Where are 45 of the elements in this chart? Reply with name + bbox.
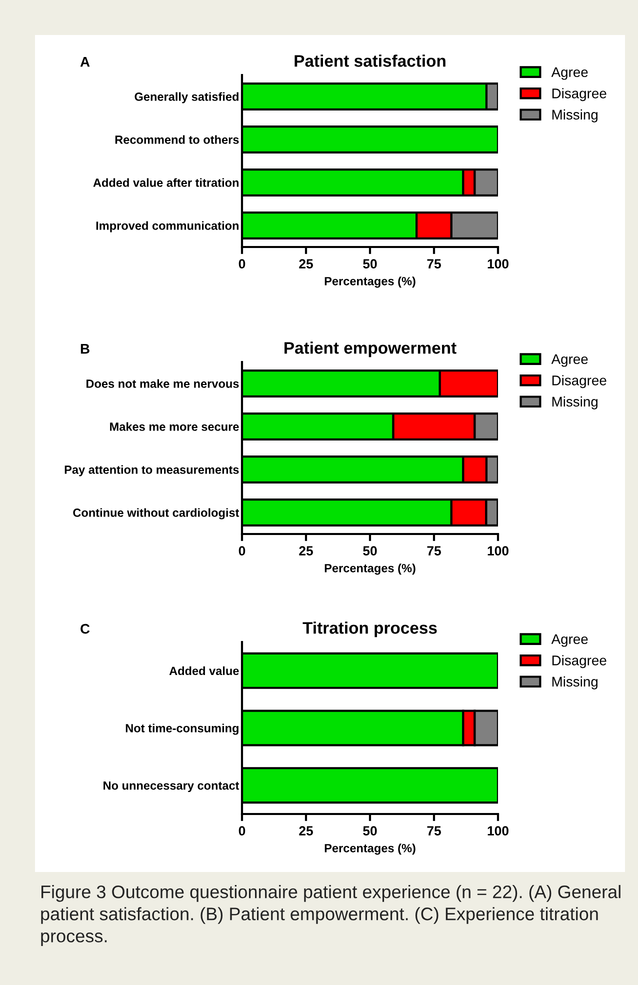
x-axis-title: Percentages (%) bbox=[324, 844, 416, 855]
x-tick-label: 100 bbox=[488, 826, 508, 836]
legend-label: Disagree bbox=[552, 655, 606, 668]
y-tick-label: Not time-consuming bbox=[126, 724, 238, 735]
text: A bbox=[80, 57, 90, 67]
legend-label: Agree bbox=[551, 67, 588, 80]
chart-title: Patient satisfaction bbox=[294, 54, 446, 67]
text: C bbox=[80, 624, 90, 634]
y-tick-label: Recommend to others bbox=[115, 135, 239, 144]
legend-label: Missing bbox=[552, 396, 598, 410]
y-tick-label: Generally satisfied bbox=[134, 92, 238, 104]
legend-label: Agree bbox=[551, 634, 588, 647]
x-tick-label: 75 bbox=[427, 826, 441, 836]
x-tick-label: 25 bbox=[299, 826, 313, 836]
x-tick-label: 0 bbox=[238, 259, 246, 268]
x-tick-label: 0 bbox=[238, 546, 246, 556]
x-tick-label: 75 bbox=[427, 259, 441, 268]
legend-label: Agree bbox=[551, 354, 588, 367]
x-tick-label: 50 bbox=[363, 546, 377, 556]
y-tick-label: Added value bbox=[169, 666, 239, 676]
y-tick-label: Continue without cardiologist bbox=[73, 508, 240, 520]
x-tick-label: 50 bbox=[363, 826, 377, 836]
x-tick-label: 50 bbox=[363, 259, 377, 268]
caption: Figure 3 Outcome questionnaire patient experience (n = 22). (A) General patient satisfaction. (B) Patient empowerment. (C) Experience titration process. bbox=[41, 885, 620, 946]
x-tick-label: 25 bbox=[299, 259, 313, 268]
x-tick-label: 0 bbox=[238, 826, 246, 836]
chart-title: Patient empowerment bbox=[284, 342, 456, 358]
y-tick-label: Makes me more secure bbox=[110, 422, 239, 431]
y-tick-label: Pay attention to measurements bbox=[64, 465, 239, 476]
y-tick-label: Improved communication bbox=[96, 221, 238, 232]
y-tick-label: Does not make me nervous bbox=[86, 379, 239, 388]
legend-label: Disagree bbox=[552, 88, 606, 102]
x-tick-label: 100 bbox=[488, 259, 508, 268]
x-tick-label: 75 bbox=[427, 546, 441, 556]
y-tick-label: Added value after titration bbox=[93, 178, 238, 187]
legend-label: Disagree bbox=[552, 375, 606, 388]
x-axis-title: Percentages (%) bbox=[324, 564, 416, 575]
text: B bbox=[80, 344, 90, 354]
legend-label: Missing bbox=[552, 109, 598, 122]
chart-title: Titration process bbox=[302, 622, 437, 638]
y-tick-label: No unnecessary contact bbox=[104, 781, 240, 792]
x-tick-label: 100 bbox=[488, 546, 508, 556]
legend-label: Missing bbox=[552, 676, 598, 690]
x-axis-title: Percentages (%) bbox=[324, 276, 416, 288]
x-tick-label: 25 bbox=[299, 546, 313, 556]
